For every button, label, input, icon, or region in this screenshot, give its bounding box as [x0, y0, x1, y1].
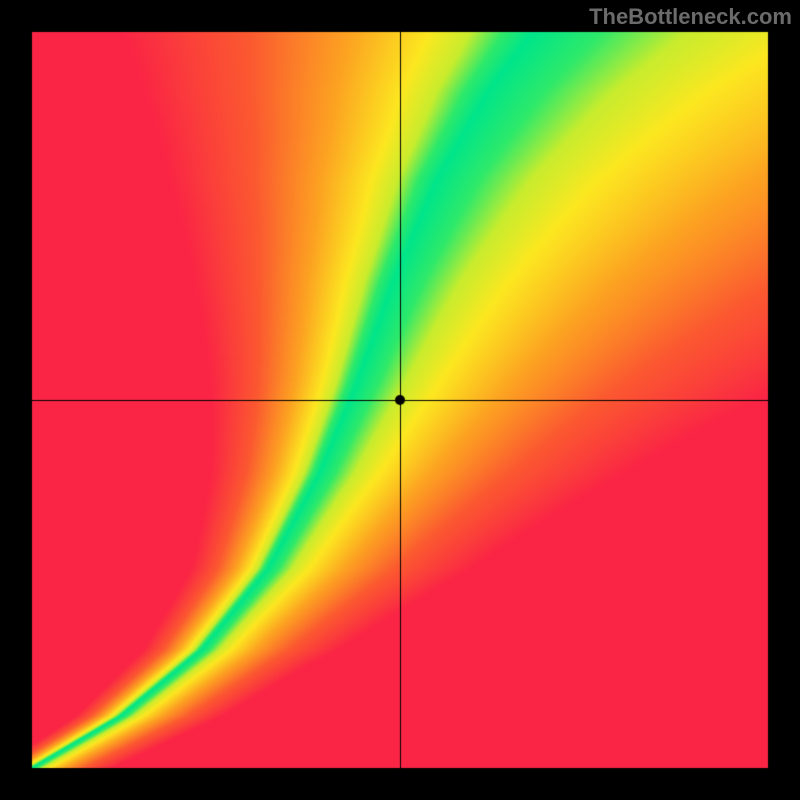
heatmap-canvas: [0, 0, 800, 800]
watermark-text: TheBottleneck.com: [589, 4, 792, 30]
chart-container: TheBottleneck.com: [0, 0, 800, 800]
